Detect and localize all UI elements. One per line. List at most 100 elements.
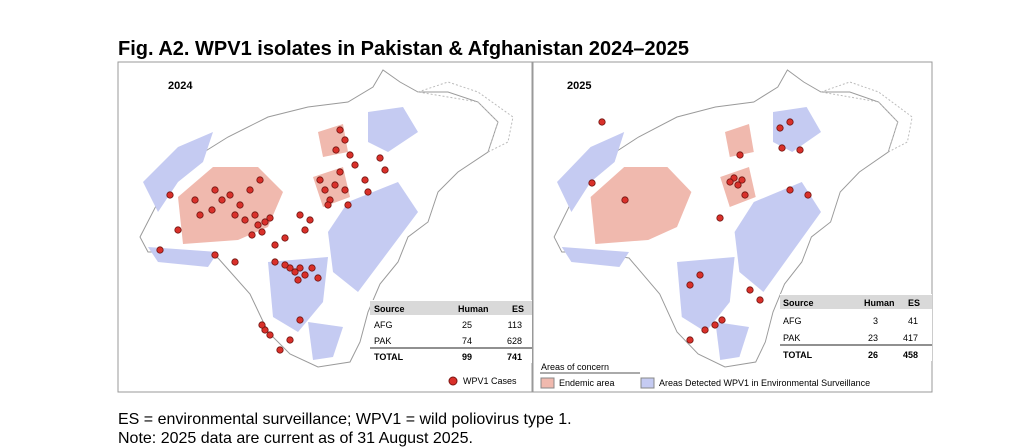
case-dot [344, 201, 352, 209]
case-dot [211, 186, 219, 194]
legend-label: Areas Detected WPV1 in Environmental Sur… [659, 378, 870, 388]
case-dot [336, 168, 344, 176]
case-dot [271, 241, 279, 249]
footnote: Note: 2025 data are current as of 31 Aug… [118, 430, 473, 447]
table-cell: PAK [374, 336, 391, 346]
case-dot [324, 201, 332, 209]
case-dot [718, 316, 726, 324]
case-dot [231, 211, 239, 219]
table-cell: AFG [374, 320, 393, 330]
table-header-bg [370, 301, 532, 315]
table-header: Human [864, 298, 895, 308]
table-cell: 113 [508, 320, 522, 330]
case-dot [174, 226, 182, 234]
case-dot [711, 321, 719, 329]
case-dot [701, 326, 709, 334]
case-dot [736, 151, 744, 159]
table-header: ES [908, 298, 920, 308]
case-dot [271, 258, 279, 266]
table-cell: 417 [903, 333, 918, 343]
case-dot [738, 176, 746, 184]
case-dot [351, 161, 359, 169]
case-dot [301, 271, 309, 279]
case-dot [256, 176, 264, 184]
case-dot [306, 216, 314, 224]
table-cell: 41 [908, 316, 918, 326]
case-dot [786, 186, 794, 194]
table-cell: 741 [507, 352, 522, 362]
table-cell: AFG [783, 316, 802, 326]
case-dot [226, 191, 234, 199]
case-dot [294, 276, 302, 284]
table-cell: PAK [783, 333, 800, 343]
case-dot [776, 124, 784, 132]
case-dot [254, 221, 262, 229]
table-header: Source [783, 298, 814, 308]
case-dot [246, 186, 254, 194]
case-dot [734, 181, 742, 189]
case-dot [258, 228, 266, 236]
case-dot [778, 144, 786, 152]
case-dot [336, 126, 344, 134]
panel-frame [532, 61, 933, 393]
case-dot [191, 196, 199, 204]
case-dot [156, 246, 164, 254]
case-dot [308, 264, 316, 272]
case-dot [341, 186, 349, 194]
case-dot [281, 261, 289, 269]
footnote: ES = environmental surveillance; WPV1 = … [118, 411, 572, 428]
legend-heading: Areas of concern [541, 362, 609, 372]
case-dot [241, 216, 249, 224]
table-header: ES [512, 304, 524, 314]
case-dot [598, 118, 606, 126]
panel-label: 2025 [567, 80, 591, 92]
case-dot [218, 196, 226, 204]
case-dot [166, 191, 174, 199]
case-dot [296, 211, 304, 219]
case-dot [261, 218, 269, 226]
case-dot [196, 211, 204, 219]
case-dot [276, 346, 284, 354]
case-dot [331, 181, 339, 189]
case-dot [251, 211, 259, 219]
case-dot [231, 258, 239, 266]
table-cell: 25 [462, 320, 472, 330]
case-dot [786, 118, 794, 126]
table-header: Human [458, 304, 489, 314]
legend-swatch [640, 377, 655, 389]
case-dot [716, 214, 724, 222]
table-cell: 26 [868, 350, 878, 360]
case-dot [588, 179, 596, 187]
case-dot [364, 188, 372, 196]
case-dot [341, 136, 349, 144]
case-dot [756, 296, 764, 304]
case-dot [332, 146, 340, 154]
case-dot [248, 231, 256, 239]
table-cell: 23 [868, 333, 878, 343]
case-dot [296, 264, 304, 272]
table-cell: 99 [462, 352, 472, 362]
table-cell: TOTAL [374, 352, 404, 362]
case-dot [381, 166, 389, 174]
case-dot [316, 176, 324, 184]
case-dot [361, 176, 369, 184]
legend-label: WPV1 Cases [463, 376, 517, 386]
case-dot [301, 226, 309, 234]
panel-label: 2024 [168, 80, 193, 92]
legend-dot [448, 376, 458, 386]
panel-frame [117, 61, 533, 393]
case-dot [258, 321, 266, 329]
case-dot [746, 286, 754, 294]
case-dot [266, 214, 274, 222]
legend-swatch [540, 377, 555, 389]
case-markers [156, 118, 812, 354]
case-dot [696, 271, 704, 279]
table-cell: TOTAL [783, 350, 813, 360]
case-dot [296, 316, 304, 324]
table-cell: 458 [903, 350, 918, 360]
case-dot [376, 154, 384, 162]
case-dot [346, 151, 354, 159]
case-dot [291, 268, 299, 276]
figure-title: Fig. A2. WPV1 isolates in Pakistan & Afg… [118, 38, 689, 60]
